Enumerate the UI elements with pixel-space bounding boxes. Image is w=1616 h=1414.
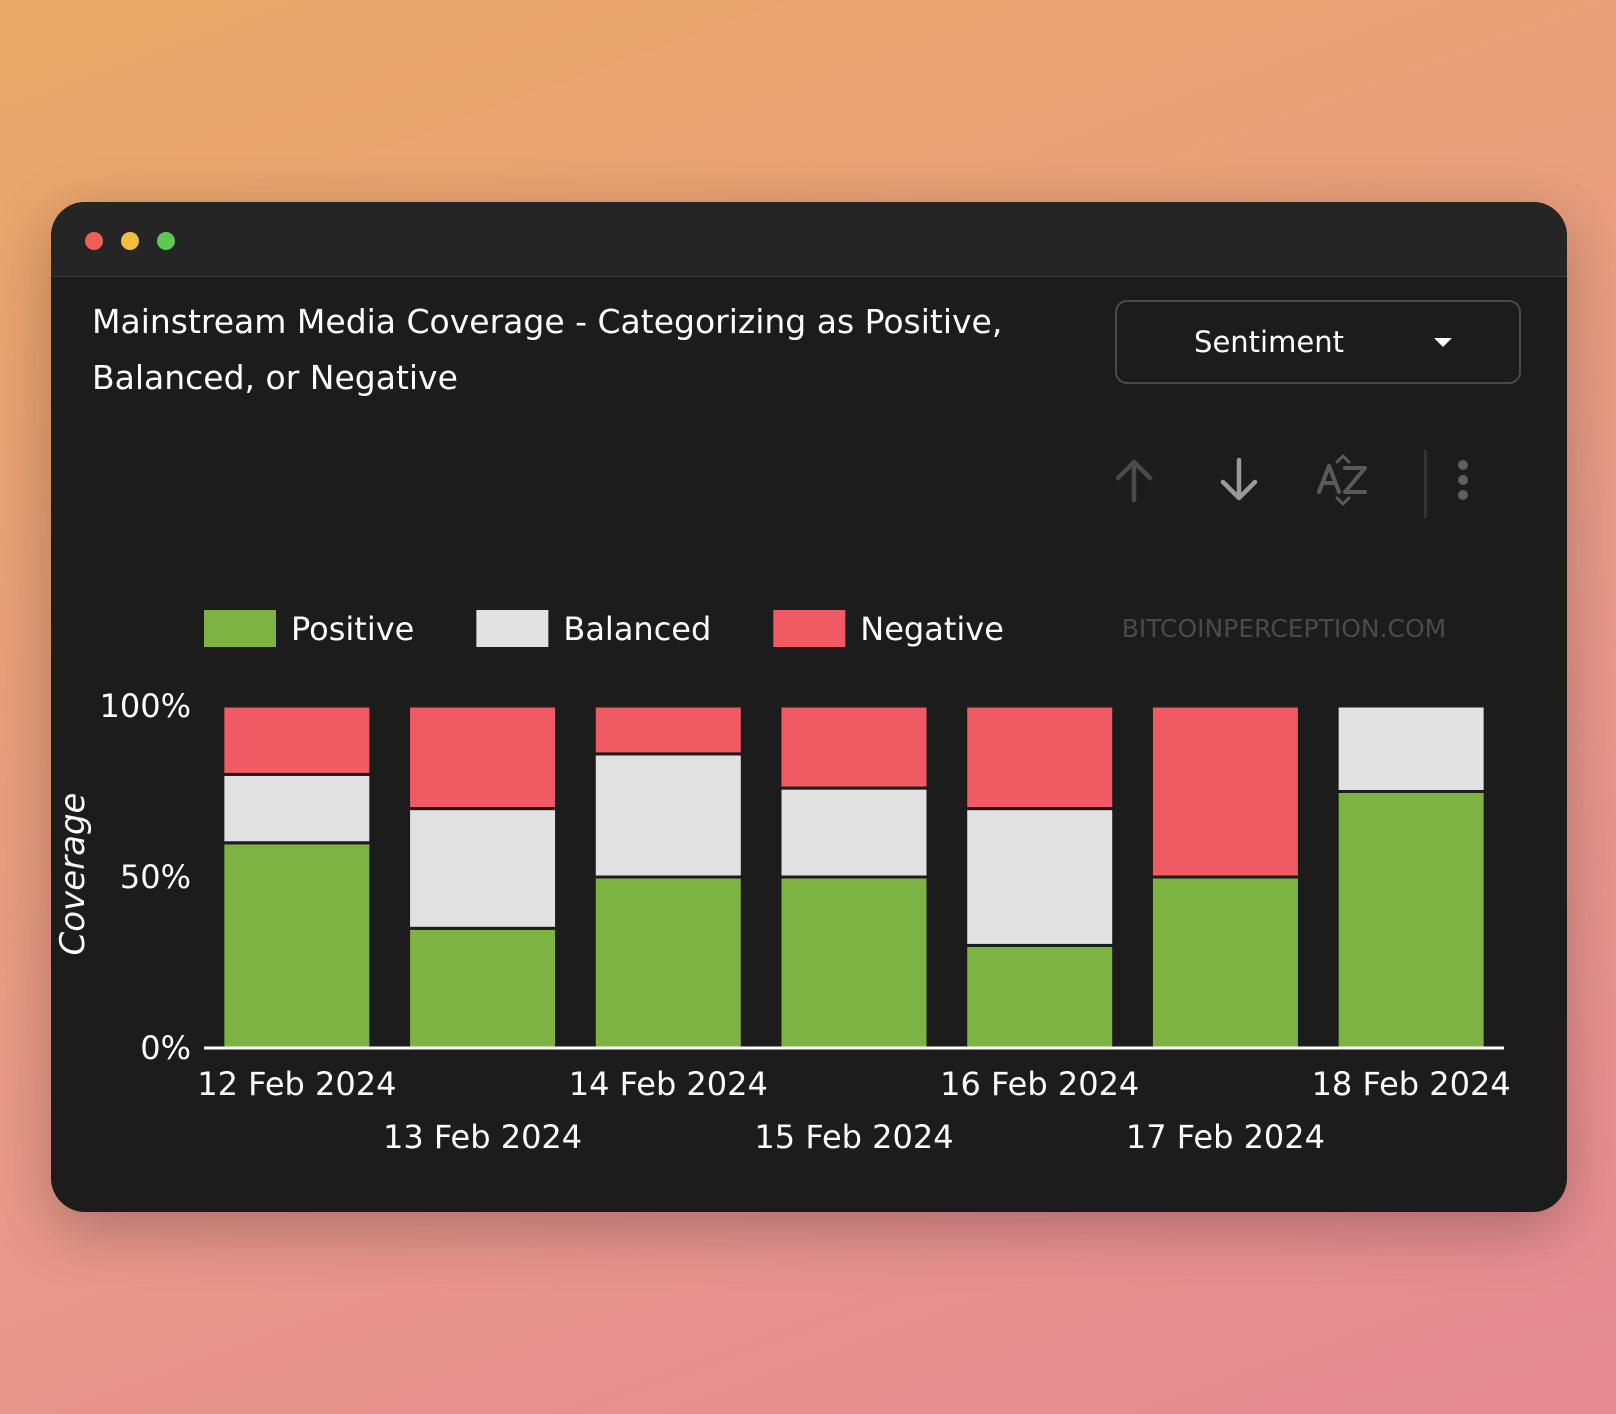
y-tick-label: 100% [100, 687, 191, 725]
bar-negative [778, 704, 930, 790]
sort-descending-button[interactable] [1211, 452, 1267, 508]
metric-dropdown[interactable]: Sentiment [1115, 300, 1521, 384]
y-tick-label: 50% [120, 858, 191, 896]
bar-balanced [964, 807, 1116, 947]
x-tick-label: 18 Feb 2024 [1312, 1065, 1511, 1103]
caret-down-icon [1434, 338, 1452, 347]
y-axis-title: Coverage [53, 793, 93, 956]
y-tick-label: 0% [140, 1029, 191, 1067]
bar-positive [964, 943, 1116, 1050]
bar-positive [1335, 790, 1487, 1050]
maximize-window-button[interactable] [157, 232, 175, 250]
bar-negative [964, 704, 1116, 811]
toolbar-divider [1424, 450, 1427, 518]
bar-balanced [592, 752, 744, 879]
bar-balanced [778, 786, 930, 879]
x-tick-label: 12 Feb 2024 [197, 1065, 396, 1103]
watermark: BITCOINPERCEPTION.COM [1122, 614, 1447, 643]
sort-alphabetical-button[interactable] [1315, 452, 1371, 508]
x-tick-label: 14 Feb 2024 [569, 1065, 768, 1103]
stacked-bar-chart: Positive Balanced Negative BITCOINPERCEPTIO… [53, 610, 1511, 1156]
more-options-button[interactable] [1435, 452, 1491, 508]
sort-az-icon [1317, 454, 1367, 506]
title-bar [51, 202, 1567, 277]
bar-balanced [221, 772, 373, 845]
x-tick-label: 13 Feb 2024 [383, 1118, 582, 1156]
bar-negative [1149, 704, 1301, 879]
bar-balanced [1335, 704, 1487, 793]
arrow-down-icon [1220, 457, 1258, 501]
x-tick-label: 17 Feb 2024 [1126, 1118, 1325, 1156]
bar-balanced [407, 807, 559, 930]
bar-positive [1149, 875, 1301, 1050]
x-tick-label: 16 Feb 2024 [940, 1065, 1139, 1103]
bar-negative [592, 704, 744, 756]
legend-swatch-positive [204, 610, 276, 647]
chart-title: Mainstream Media Coverage - Categorizing… [92, 302, 1003, 397]
legend-swatch-negative [773, 610, 846, 647]
legend-label-negative: Negative [860, 610, 1004, 648]
bar-positive [221, 841, 373, 1050]
sort-ascending-button[interactable] [1106, 452, 1162, 508]
chart-window: Mainstream Media Coverage - Categorizing… [51, 202, 1567, 1212]
bar-negative [407, 704, 559, 811]
close-window-button[interactable] [85, 232, 103, 250]
x-tick-label: 15 Feb 2024 [754, 1118, 953, 1156]
bar-positive [592, 875, 744, 1050]
legend-label-balanced: Balanced [563, 610, 711, 648]
bar-positive [407, 926, 559, 1050]
arrow-up-icon [1115, 459, 1153, 503]
metric-dropdown-value: Sentiment [1194, 325, 1344, 359]
more-vertical-icon [1458, 460, 1468, 500]
legend-label-positive: Positive [291, 610, 414, 648]
bar-negative [221, 704, 373, 776]
minimize-window-button[interactable] [121, 232, 139, 250]
bar-positive [778, 875, 930, 1050]
legend-swatch-balanced [476, 610, 549, 647]
